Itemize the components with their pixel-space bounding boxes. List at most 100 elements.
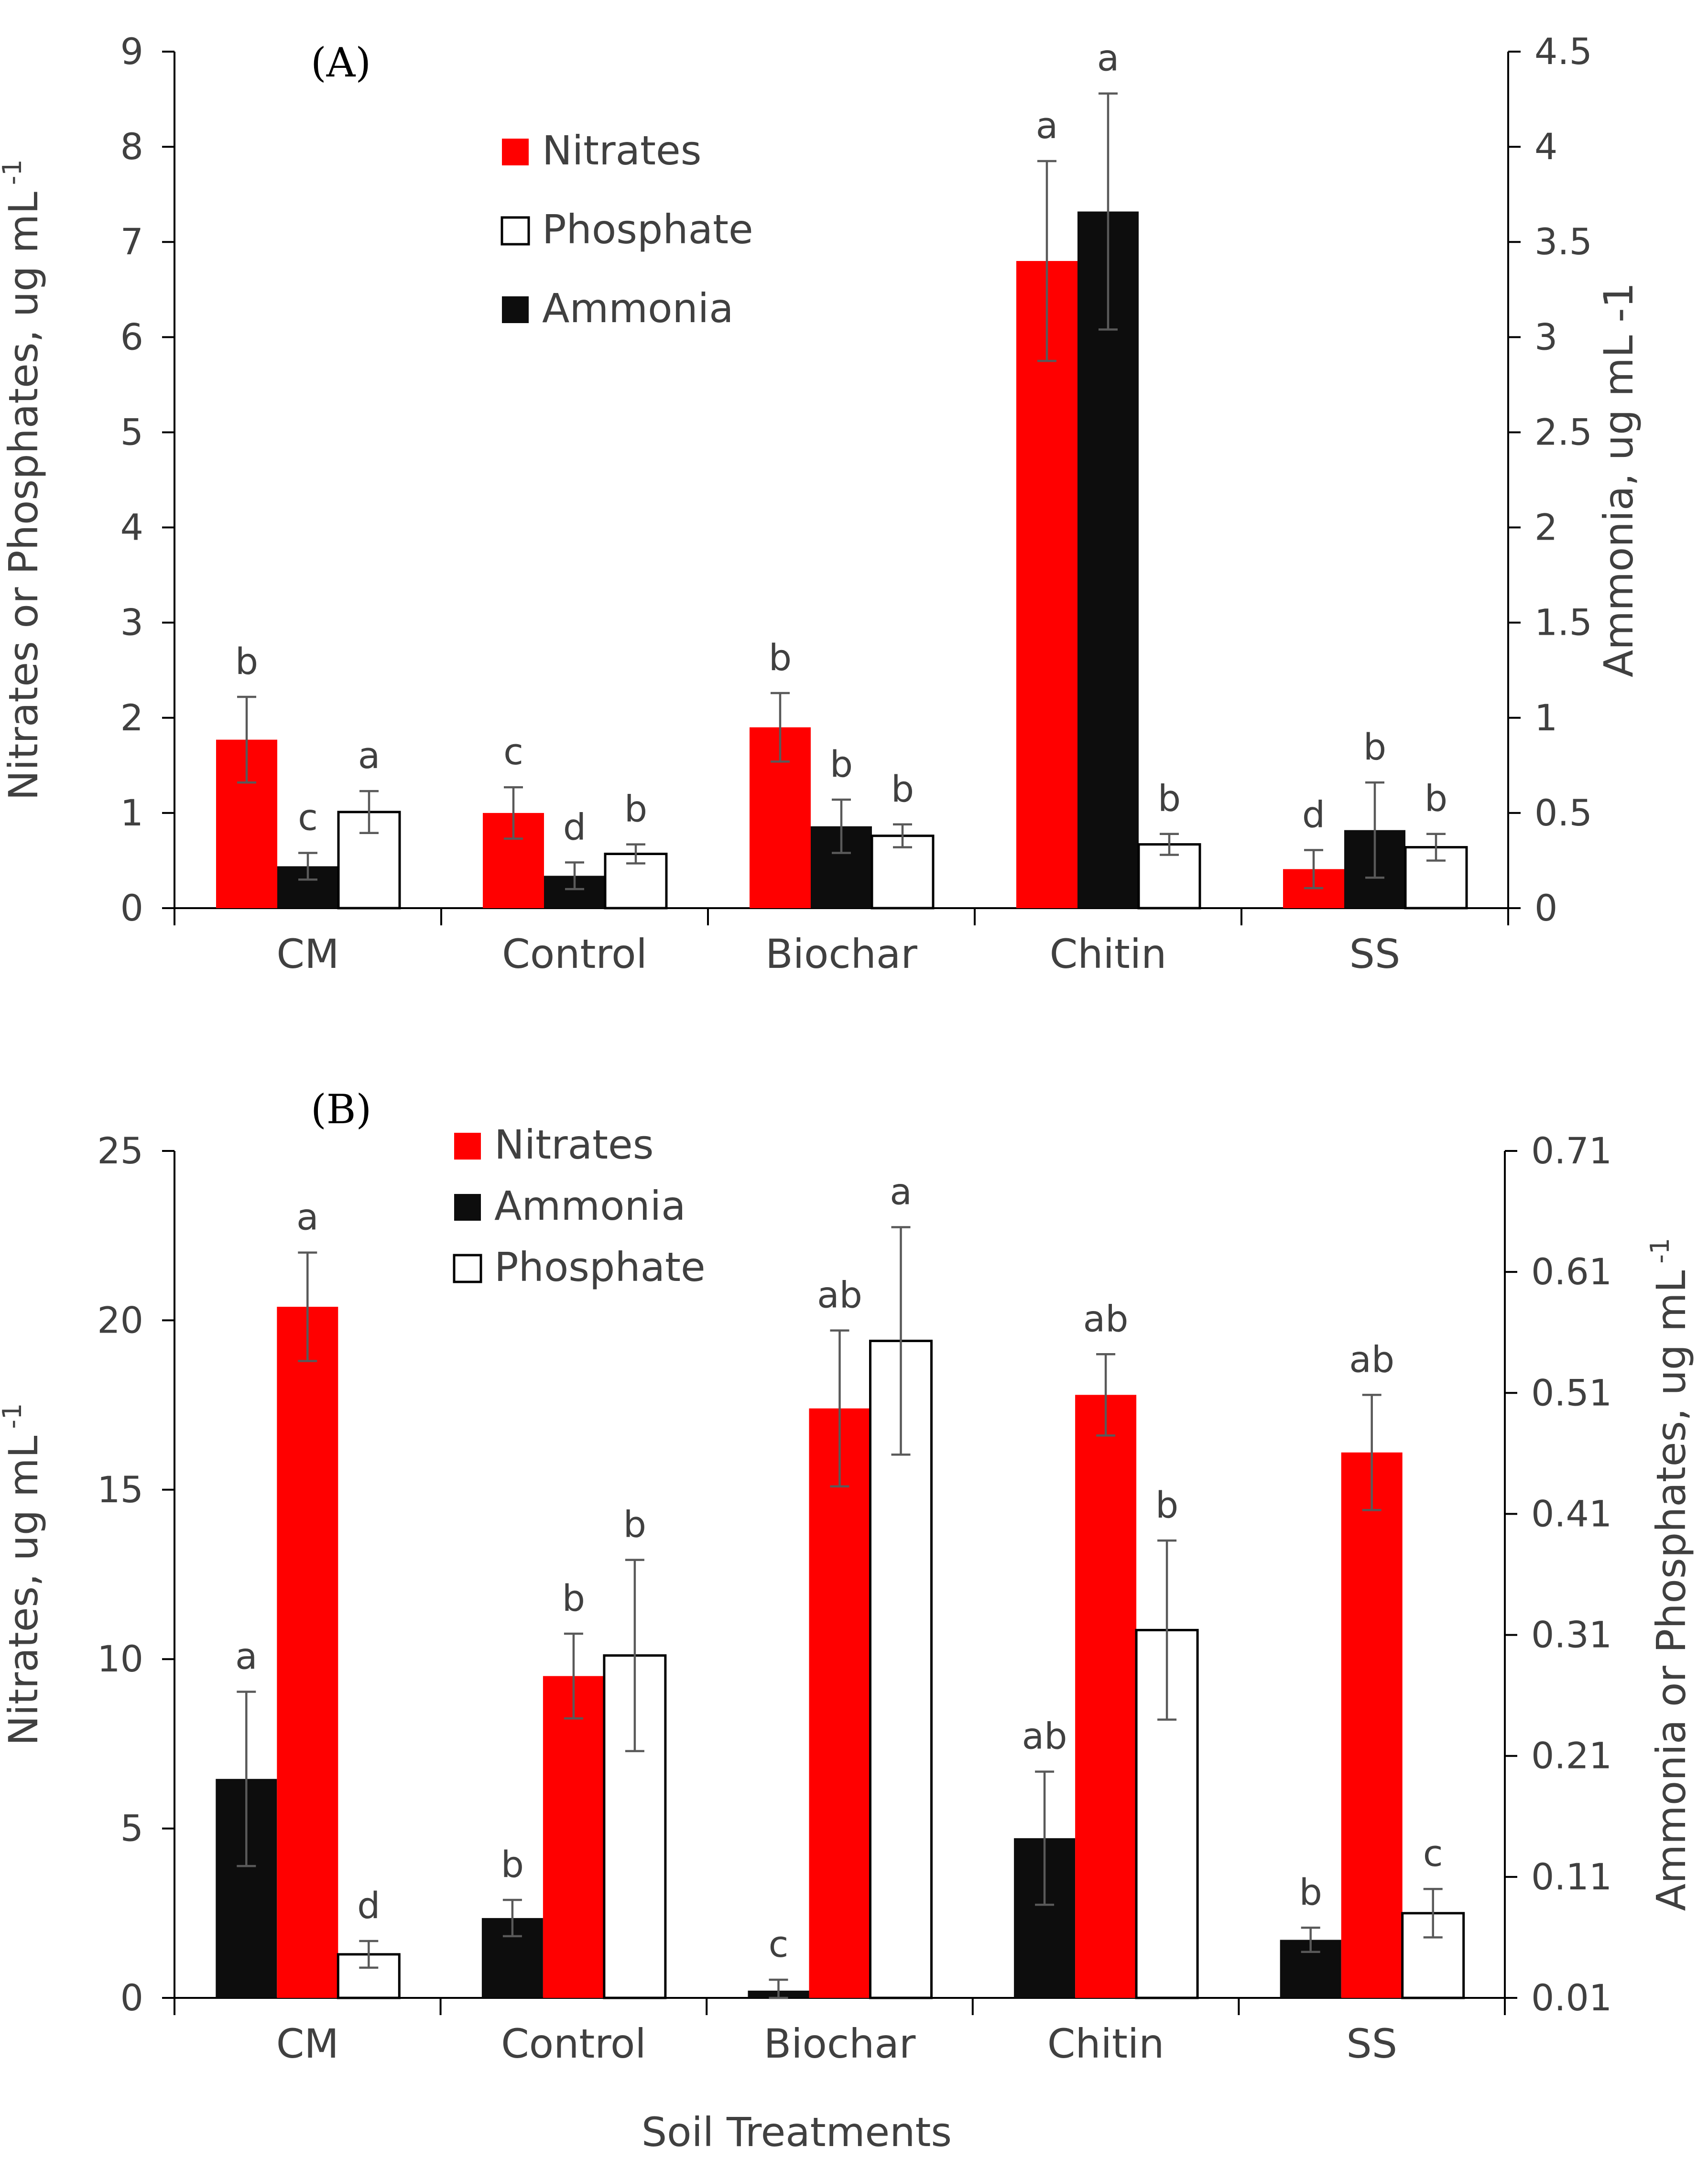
bar-phosphate bbox=[1401, 1912, 1465, 1999]
y-axis-label-text: Nitrates, ug mL bbox=[0, 1435, 47, 1746]
significance-label: b bbox=[623, 1503, 646, 1546]
legend-swatch-phosphate bbox=[453, 1254, 482, 1283]
legend-swatch-ammonia bbox=[502, 296, 529, 323]
chart-panel-b: 0 5 10 15 20 25 0.01 0.11 0.21 0.31 0.41 0.51 0.61 0.… bbox=[0, 1086, 1695, 2156]
significance-label: d bbox=[357, 1884, 380, 1927]
bar-nitrates bbox=[1075, 1395, 1137, 1998]
significance-label: b bbox=[891, 768, 914, 810]
y-tick-label-right: 0.5 bbox=[1534, 792, 1592, 834]
y-tick-label-right: 4.5 bbox=[1534, 30, 1592, 73]
legend-label-ammonia: Ammonia bbox=[542, 285, 734, 332]
significance-label: b bbox=[1158, 777, 1181, 820]
y2-axis-label-text: Ammonia, ug mL -1 bbox=[1595, 282, 1642, 677]
y-tick-label-left: 8 bbox=[120, 125, 143, 168]
significance-label: b bbox=[501, 1843, 524, 1886]
significance-label: c bbox=[1423, 1832, 1443, 1875]
y2-axis-label-superscript: -1 bbox=[1645, 1238, 1675, 1264]
y-tick-label-left: 5 bbox=[120, 1807, 143, 1850]
y-tick-label-right: 0.51 bbox=[1531, 1371, 1612, 1414]
y-tick-label-left: 6 bbox=[120, 315, 143, 358]
x-tick-label: SS bbox=[1349, 931, 1401, 977]
bar-nitrates bbox=[1341, 1452, 1403, 1998]
y-axis-label-right: Ammonia, ug mL -1 bbox=[1595, 282, 1642, 677]
significance-label: b bbox=[769, 636, 792, 679]
y-tick-label-right: 0.41 bbox=[1531, 1492, 1612, 1535]
significance-label: b bbox=[1425, 777, 1447, 820]
significance-label: b bbox=[235, 640, 258, 683]
y-tick-label-left: 0 bbox=[120, 887, 143, 929]
significance-label: d bbox=[1302, 793, 1325, 836]
significance-label: a bbox=[1036, 104, 1058, 147]
significance-label: b bbox=[562, 1577, 585, 1619]
y-tick-label-left: 5 bbox=[120, 411, 143, 453]
y-tick-label-left: 1 bbox=[120, 792, 143, 834]
y-tick-label-right: 3 bbox=[1534, 315, 1557, 358]
y-tick-label-left: 3 bbox=[120, 601, 143, 644]
y-tick-label-right: 1.5 bbox=[1534, 601, 1592, 644]
panel-label: (A) bbox=[311, 39, 371, 86]
y-tick-label-right: 1 bbox=[1534, 696, 1557, 739]
y-tick-label-right: 0.71 bbox=[1531, 1129, 1612, 1172]
x-tick-label: Chitin bbox=[1047, 2020, 1164, 2067]
significance-label: b bbox=[1155, 1484, 1178, 1526]
significance-label: a bbox=[235, 1635, 258, 1678]
x-tick-label: SS bbox=[1346, 2020, 1397, 2067]
y-tick-label-left: 20 bbox=[97, 1299, 143, 1341]
significance-label: a bbox=[890, 1170, 912, 1213]
y-tick-label-right: 2 bbox=[1534, 506, 1557, 549]
x-tick-label: Control bbox=[502, 931, 647, 977]
y-axis-label-superscript: -1 bbox=[0, 159, 27, 185]
y-axis-label-right: Ammonia or Phosphates, ug mL -1 bbox=[1645, 1238, 1695, 1911]
y-axis-label-text: Nitrates or Phosphates, ug mL bbox=[0, 192, 47, 801]
legend-swatch-nitrates bbox=[454, 1133, 481, 1160]
bar-nitrates bbox=[809, 1408, 870, 1998]
significance-label: a bbox=[296, 1196, 319, 1238]
legend-label-phosphate: Phosphate bbox=[494, 1244, 706, 1291]
legend-label-phosphate: Phosphate bbox=[542, 206, 753, 253]
y-tick-label-right: 4 bbox=[1534, 125, 1557, 168]
x-tick-label: Biochar bbox=[765, 931, 917, 977]
x-tick-label: CM bbox=[276, 2020, 339, 2067]
y-tick-label-right: 0.11 bbox=[1531, 1855, 1612, 1898]
significance-label: a bbox=[358, 734, 381, 777]
legend-label-nitrates: Nitrates bbox=[494, 1121, 654, 1168]
x-tick-label: Control bbox=[501, 2020, 646, 2067]
y-tick-label-right: 0.21 bbox=[1531, 1735, 1612, 1777]
significance-label: c bbox=[298, 796, 318, 839]
x-tick-label: Chitin bbox=[1050, 931, 1167, 977]
y2-axis-label-text: Ammonia or Phosphates, ug mL bbox=[1648, 1270, 1695, 1911]
legend-swatch-ammonia bbox=[454, 1194, 481, 1221]
significance-label: ab bbox=[1349, 1338, 1394, 1380]
chart-panel-a: 0 1 2 3 4 5 6 7 8 9 0 0.5 1 1.5 2 2.5 3 3.5 4 4.5 CM Control B… bbox=[0, 30, 1642, 977]
significance-label: ab bbox=[1083, 1297, 1129, 1340]
x-tick-label: CM bbox=[276, 931, 339, 977]
bar-nitrates bbox=[543, 1676, 604, 1998]
significance-label: c bbox=[503, 730, 523, 773]
significance-label: b bbox=[830, 743, 853, 785]
significance-label: c bbox=[769, 1923, 789, 1965]
bar-nitrates bbox=[277, 1307, 338, 1998]
y-axis-label-left: Nitrates, ug mL -1 bbox=[0, 1403, 47, 1746]
significance-label: ab bbox=[1022, 1715, 1067, 1757]
significance-label: d bbox=[563, 805, 586, 848]
y-axis-label-superscript: -1 bbox=[0, 1403, 27, 1429]
y-tick-label-right: 0.31 bbox=[1531, 1614, 1612, 1656]
significance-label: b bbox=[1299, 1871, 1322, 1913]
legend-label-ammonia: Ammonia bbox=[494, 1182, 686, 1229]
y-tick-label-right: 2.5 bbox=[1534, 411, 1592, 453]
legend-label-nitrates: Nitrates bbox=[542, 127, 702, 174]
y-tick-label-left: 7 bbox=[120, 220, 143, 263]
legend-swatch-nitrates bbox=[502, 139, 529, 165]
y-tick-label-left: 15 bbox=[97, 1468, 143, 1511]
y-tick-label-left: 2 bbox=[120, 696, 143, 739]
significance-label: b bbox=[624, 788, 647, 830]
x-axis-label: Soil Treatments bbox=[642, 2109, 952, 2156]
y-tick-label-right: 0.01 bbox=[1531, 1976, 1612, 2019]
legend-swatch-phosphate bbox=[500, 216, 530, 246]
y-tick-label-left: 4 bbox=[120, 506, 143, 549]
y-tick-label-left: 10 bbox=[97, 1638, 143, 1680]
significance-label: b bbox=[1363, 726, 1386, 768]
y-tick-label-left: 0 bbox=[120, 1976, 143, 2019]
significance-label: ab bbox=[817, 1274, 862, 1316]
